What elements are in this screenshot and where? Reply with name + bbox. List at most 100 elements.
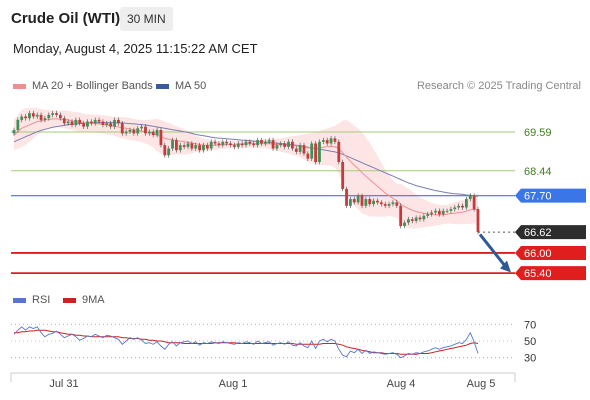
candle-body (306, 153, 310, 159)
candle-body (151, 131, 155, 136)
candle-body (468, 195, 472, 200)
candle-body (256, 140, 259, 146)
candle-body (437, 210, 441, 215)
candle-body (213, 141, 217, 144)
x-tick-label: Aug 5 (467, 378, 496, 390)
candle-body (128, 130, 132, 132)
last-price-label: 66.62 (524, 227, 552, 239)
support-1-label: 66.00 (524, 248, 552, 260)
candle-body (294, 148, 298, 152)
candle-body (356, 195, 360, 203)
report-datetime: Monday, August 4, 2025 11:15:22 AM CET (13, 41, 258, 56)
candle-body (310, 143, 314, 159)
candle-body (190, 143, 194, 149)
candle-body (387, 204, 391, 206)
rsi-tick-30: 30 (524, 353, 536, 365)
support-2-tag (515, 266, 586, 281)
price-levels: 69.59 68.44 67.70 66.62 66.00 65.40 (11, 127, 586, 281)
candle-body (117, 119, 120, 124)
x-tick-label: Jul 31 (49, 378, 78, 390)
candle-body (74, 119, 78, 125)
candle-body (240, 143, 244, 146)
candle-body (12, 130, 16, 134)
candle-body (155, 130, 159, 136)
candle-body (147, 131, 151, 134)
candle-body (93, 119, 97, 124)
candle-body (352, 199, 356, 203)
candle-body (325, 140, 329, 144)
candle-body (89, 121, 93, 124)
legend-9ma: 9MA (63, 294, 105, 306)
candle-body (430, 212, 433, 215)
instrument-title: Crude Oil (WTI) (11, 10, 121, 27)
candle-body (345, 188, 348, 206)
x-tick-label: Aug 1 (219, 378, 248, 390)
candle-body (391, 202, 395, 205)
candle-body (120, 123, 124, 134)
rsi-tick-70: 70 (524, 319, 536, 331)
x-tick-label: Aug 4 (387, 378, 416, 390)
candle-body (279, 143, 283, 146)
candle-body (287, 141, 290, 147)
candle-body (233, 145, 236, 147)
ma50-label: MA 50 (175, 80, 207, 92)
time-axis: Jul 31 Aug 1 Aug 4 Aug 5 (10, 372, 516, 390)
candle-body (244, 141, 248, 146)
candle-body (457, 205, 461, 208)
candle-body (399, 205, 403, 226)
candlesticks (12, 110, 480, 235)
candle-body (59, 114, 62, 119)
candle-body (252, 143, 256, 146)
legend-ma20: MA 20 + Bollinger Bands (13, 80, 153, 92)
resistance-1-label: 68.44 (524, 166, 552, 178)
ma9-label: 9MA (82, 294, 105, 306)
candle-body (159, 130, 163, 146)
candle-body (333, 138, 337, 142)
forecast-arrow (478, 233, 511, 273)
candle-body (329, 138, 333, 144)
candle-body (221, 141, 225, 146)
candle-body (267, 140, 271, 142)
candle-body (82, 123, 85, 127)
rsi-label: RSI (32, 294, 51, 306)
rsi-swatch (13, 297, 26, 303)
candle-body (271, 140, 275, 149)
candle-body (205, 145, 209, 149)
candle-body (163, 145, 167, 156)
candle-body (383, 204, 387, 206)
candle-body (453, 207, 457, 210)
candle-body (55, 113, 58, 115)
candle-body (62, 118, 66, 124)
candle-body (171, 140, 174, 149)
candle-body (379, 202, 383, 205)
rsi-tick-50: 50 (524, 336, 536, 348)
candle-body (16, 119, 20, 130)
candle-body (368, 199, 372, 205)
candle-body (229, 143, 232, 146)
candle-body (461, 205, 464, 208)
candle-body (364, 199, 368, 206)
candle-body (445, 210, 449, 212)
candle-body (70, 121, 74, 125)
chart-header: Crude Oil (WTI) 30 MIN Monday, August 4,… (0, 0, 590, 70)
pivot-tag (515, 188, 586, 203)
candle-body (410, 219, 414, 221)
ma20-swatch (13, 83, 26, 89)
candle-body (225, 141, 229, 144)
candle-body (144, 126, 147, 134)
timeframe-badge[interactable]: 30 MIN (120, 7, 173, 31)
rsi-line (13, 326, 479, 359)
candle-body (178, 145, 182, 151)
candle-body (31, 113, 35, 117)
candle-body (314, 143, 317, 162)
candle-body (51, 113, 55, 115)
candle-body (132, 130, 136, 134)
ma9-swatch (63, 297, 76, 303)
candle-body (43, 118, 47, 120)
candle-body (209, 141, 213, 149)
candle-body (418, 217, 422, 220)
candle-body (113, 119, 116, 127)
candle-body (422, 215, 426, 220)
candle-body (395, 202, 399, 206)
candle-body (124, 131, 128, 134)
